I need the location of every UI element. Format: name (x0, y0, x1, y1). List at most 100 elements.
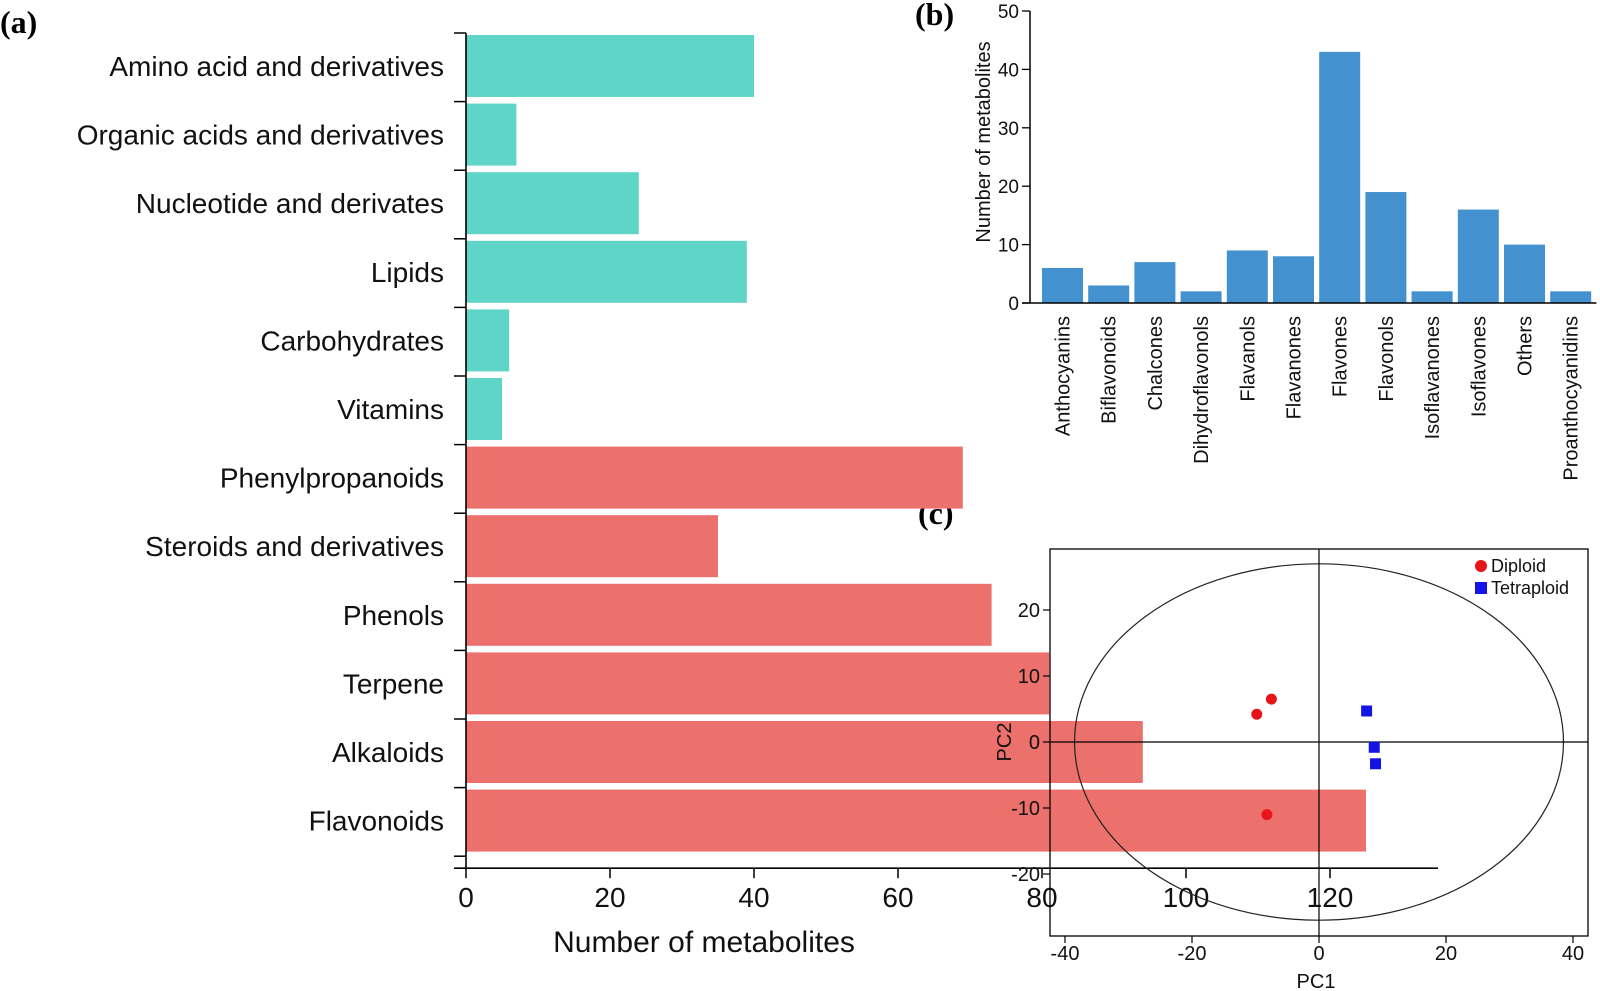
category-label-nucleotide-and-derivates: Nucleotide and derivates (136, 188, 444, 219)
category-label-organic-acids-and-derivatives: Organic acids and derivatives (77, 120, 444, 151)
bar-dihydroflavonols (1180, 291, 1222, 303)
point-diploid (1251, 708, 1263, 720)
bar-phenylpropanoids (466, 446, 963, 509)
y-tick-label: 20 (998, 177, 1019, 198)
panel-a-category-labels: Amino acid and derivatives Organic acids … (77, 51, 444, 837)
bar-flavanones (1273, 256, 1314, 303)
bar-organic-acids-and-derivatives (466, 103, 517, 166)
x-tick-label: -20 (1178, 943, 1207, 965)
bar-chalcones (1134, 262, 1176, 303)
category-label-lipids: Lipids (371, 257, 444, 288)
legend-label-diploid: Diploid (1491, 556, 1546, 576)
panel-b-axes (1022, 11, 1597, 304)
y-tick-label: 20 (1018, 600, 1040, 622)
category-label-phenols: Phenols (343, 600, 444, 631)
x-tick-label: 20 (1435, 943, 1457, 965)
bar-flavanols (1226, 250, 1268, 303)
category-label-terpene: Terpene (343, 668, 444, 699)
x-tick-label: 40 (1562, 943, 1584, 965)
panel-a-bar-chart: Amino acid and derivatives Organic acids … (77, 32, 1438, 959)
legend-marker-diploid (1475, 560, 1487, 572)
legend-label-tetraploid: Tetraploid (1491, 578, 1569, 598)
bar-steroids-and-derivatives (466, 515, 718, 578)
panel-b-category-labels: Anthocyanins Biflavonoids Chalcones Dihydro… (1053, 316, 1583, 481)
bar-isoflavanones (1411, 291, 1453, 303)
panel-a-x-ticks: 0 20 40 60 80 100 120 (458, 868, 1353, 913)
y-tick-label: -20 (1011, 864, 1040, 886)
panel-b-label: (b) (915, 0, 954, 32)
point-tetraploid (1361, 705, 1373, 717)
category-label-dihydroflavonols: Dihydroflavonols (1191, 316, 1213, 464)
bar-phenols (466, 583, 992, 646)
category-label-chalcones: Chalcones (1145, 316, 1167, 411)
point-tetraploid (1370, 758, 1382, 770)
category-label-flavanols: Flavanols (1237, 316, 1259, 402)
category-label-phenylpropanoids: Phenylpropanoids (220, 463, 444, 494)
bar-amino-acid-and-derivatives (466, 35, 754, 97)
category-label-anthocyanins: Anthocyanins (1053, 316, 1075, 436)
panel-c-x-axis-title: PC1 (1297, 971, 1336, 991)
category-label-amino-acid-and-derivatives: Amino acid and derivatives (109, 51, 444, 82)
point-diploid (1265, 693, 1277, 705)
x-tick-label: 0 (1313, 943, 1324, 965)
category-label-flavonols: Flavonols (1376, 316, 1398, 402)
category-label-biflavonoids: Biflavonoids (1099, 316, 1121, 424)
bar-others (1504, 244, 1545, 303)
bar-proanthocyanidins (1550, 291, 1592, 303)
y-tick-label: 40 (998, 60, 1019, 81)
panel-c-y-axis-title: PC2 (994, 723, 1016, 762)
y-tick-label: 10 (998, 236, 1019, 257)
panel-b-y-ticks: 0 10 20 30 40 50 (998, 2, 1030, 315)
y-tick-label: 10 (1018, 666, 1040, 688)
panel-c-plot-area (1050, 549, 1588, 936)
y-tick-label: 30 (998, 119, 1019, 140)
panel-a-axes (454, 32, 1438, 870)
bar-vitamins (466, 378, 502, 440)
category-label-vitamins: Vitamins (337, 394, 444, 425)
y-tick-label: 0 (1008, 294, 1019, 315)
bar-flavones (1319, 51, 1361, 303)
category-label-isoflavones: Isoflavones (1468, 316, 1490, 417)
y-tick-label: 0 (1029, 732, 1040, 754)
panel-a-label: (a) (0, 4, 37, 40)
legend-marker-tetraploid (1475, 582, 1487, 594)
panel-a-bars (466, 35, 1366, 852)
panel-b-y-axis-title: Number of metabolites (973, 41, 995, 242)
bar-biflavonoids (1088, 285, 1130, 303)
panel-b-bar-chart: 0 10 20 30 40 50 Anthocyanins Biflavonoids Chal… (973, 2, 1597, 481)
x-tick-label: 60 (882, 882, 913, 913)
x-tick-label: 80 (1026, 882, 1057, 913)
bar-isoflavones (1457, 209, 1499, 303)
bar-alkaloids (466, 721, 1143, 783)
category-label-proanthocyanidins: Proanthocyanidins (1561, 316, 1583, 481)
point-diploid (1261, 809, 1273, 821)
x-tick-label: 100 (1163, 882, 1210, 913)
bar-carbohydrates (466, 309, 510, 372)
y-tick-label: 50 (998, 2, 1019, 23)
category-label-steroids-and-derivatives: Steroids and derivatives (145, 531, 444, 562)
y-tick-label: -10 (1011, 798, 1040, 820)
bar-nucleotide-and-derivates (466, 172, 639, 235)
x-tick-label: -40 (1051, 943, 1080, 965)
x-tick-label: 120 (1307, 882, 1354, 913)
panel-a-x-axis-title: Number of metabolites (553, 926, 855, 959)
panel-b-bars (1042, 51, 1592, 303)
category-label-flavones: Flavones (1330, 316, 1352, 397)
category-label-isoflavanones: Isoflavanones (1422, 316, 1444, 439)
bar-flavonoids (466, 789, 1366, 852)
category-label-carbohydrates: Carbohydrates (260, 325, 444, 356)
category-label-others: Others (1515, 316, 1537, 376)
category-label-flavanones: Flavanones (1284, 316, 1306, 419)
x-tick-label: 0 (458, 882, 474, 913)
bar-flavonols (1365, 192, 1407, 303)
bar-terpene (466, 652, 1050, 715)
x-tick-label: 20 (594, 882, 625, 913)
x-tick-label: 40 (738, 882, 769, 913)
point-tetraploid (1368, 741, 1380, 753)
bar-anthocyanins (1042, 267, 1083, 303)
category-label-flavonoids: Flavonoids (309, 806, 444, 837)
